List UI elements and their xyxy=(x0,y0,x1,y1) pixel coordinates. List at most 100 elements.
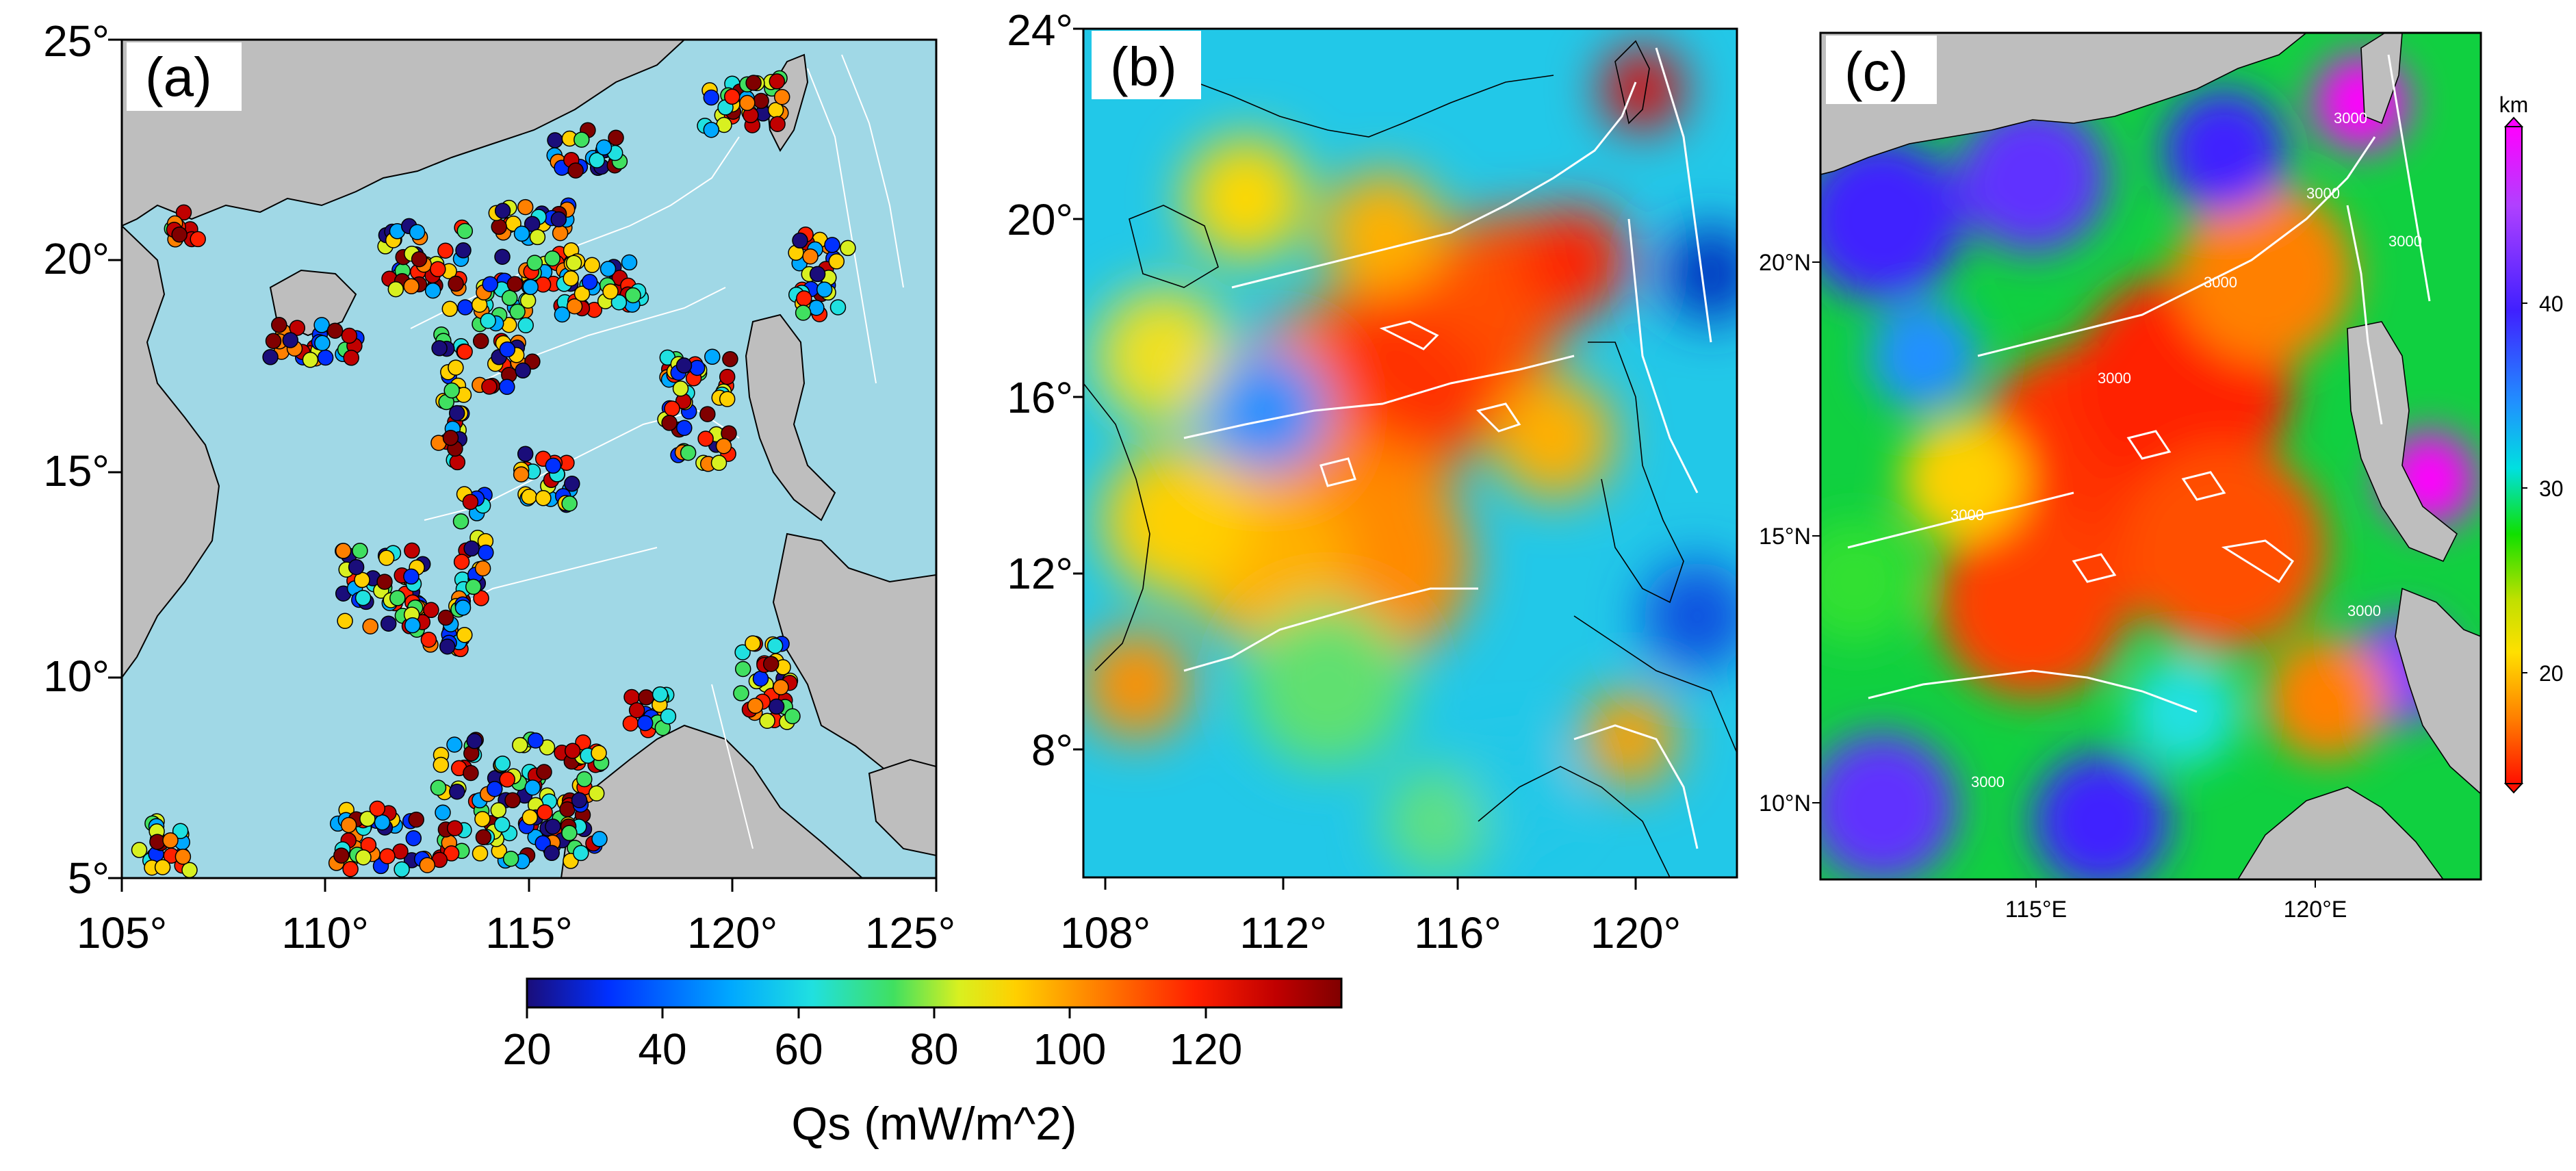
heat-flow-point xyxy=(625,287,641,304)
heat-flow-point xyxy=(437,609,454,626)
heat-flow-point xyxy=(455,242,472,259)
colorbar-underflow-arrow xyxy=(2503,783,2524,794)
heat-flow-point xyxy=(784,708,801,725)
qs-tick-label: 80 xyxy=(910,1025,958,1074)
heat-flow-point xyxy=(404,542,420,559)
heat-flow-point xyxy=(362,618,378,634)
heat-flow-point xyxy=(493,816,511,833)
panel-c-y-axis: 20°N 15°N 10°N xyxy=(1759,250,1811,816)
heat-flow-point xyxy=(675,357,693,374)
heat-flow-point xyxy=(317,349,334,366)
heat-flow-point xyxy=(190,231,206,248)
heat-flow-point xyxy=(554,306,571,323)
heat-flow-point xyxy=(335,543,352,559)
taiwan-island xyxy=(2360,33,2403,125)
heat-flow-point xyxy=(591,745,607,762)
heat-flow-point xyxy=(302,352,319,368)
qs-tick-label: 40 xyxy=(638,1025,686,1074)
x-tick-label: 110° xyxy=(281,908,369,957)
heat-flow-point xyxy=(621,254,638,271)
heat-flow-point xyxy=(171,226,188,243)
panel-c-label-bg xyxy=(1826,36,1937,104)
thickness-anomaly xyxy=(1820,732,1957,879)
heat-flow-point xyxy=(446,736,463,753)
heat-flow-point xyxy=(595,139,613,156)
panel-b: (b) 24° 20° 16° 12° 8° 108° 112° 116° 12… xyxy=(958,0,1745,986)
heat-flow-point xyxy=(446,820,463,836)
heat-flow-point xyxy=(561,825,578,841)
qs-tick-label: 100 xyxy=(1033,1025,1107,1074)
heat-flow-point xyxy=(337,613,353,630)
qs-tick-label: 120 xyxy=(1170,1025,1243,1074)
heat-flow-point xyxy=(389,590,406,606)
qs-colorbar-svg: 20 40 60 80 100 120 Qs (mW/m^2) xyxy=(502,977,1343,1150)
heat-flow-point xyxy=(430,261,446,278)
bathymetry-contours xyxy=(1847,54,2431,713)
heat-flow-point xyxy=(499,341,516,358)
heat-flow-point xyxy=(355,849,372,866)
heat-flow-point xyxy=(348,558,365,576)
heat-flow-point xyxy=(449,454,466,471)
panel-c-frame xyxy=(1819,31,2482,881)
heat-flow-point xyxy=(796,290,812,307)
heat-flow-point xyxy=(506,276,524,292)
heat-flow-point xyxy=(664,400,680,417)
heat-flow-point xyxy=(326,322,344,339)
heat-flow-point xyxy=(734,660,751,678)
heat-flow-point xyxy=(517,446,534,462)
heat-flow-point xyxy=(448,275,464,292)
heat-flow-point xyxy=(472,333,489,349)
heat-flow-anomaly xyxy=(1246,602,1410,767)
heat-flow-point xyxy=(494,203,511,219)
contour-label: 3000 xyxy=(2204,274,2237,291)
heat-flow-point xyxy=(773,679,789,695)
km-colorbar-ticks xyxy=(2522,303,2527,673)
heat-flow-point xyxy=(480,312,496,329)
heat-flow-point xyxy=(474,811,491,827)
heat-flow-point xyxy=(544,250,561,267)
heat-flow-point xyxy=(769,73,786,90)
heat-flow-point xyxy=(437,242,454,259)
heat-flow-point xyxy=(474,560,491,577)
heat-flow-point xyxy=(699,406,716,422)
y-tick-label: 16° xyxy=(1007,373,1073,422)
panel-b-y-axis: 24° 20° 16° 12° 8° xyxy=(1007,5,1073,775)
heat-flow-point xyxy=(513,225,530,242)
panel-b-label-bg xyxy=(1092,31,1201,99)
y-tick-label: 8° xyxy=(1031,725,1073,775)
philippine-islands xyxy=(2395,587,2481,795)
heat-flow-point xyxy=(343,350,359,366)
y-tick-label: 15° xyxy=(43,446,110,496)
heat-flow-point xyxy=(600,261,617,277)
heat-flow-points xyxy=(131,70,856,878)
heat-flow-point xyxy=(424,282,441,299)
thickness-anomaly xyxy=(2176,185,2354,363)
heat-flow-point xyxy=(522,279,539,296)
heat-flow-point xyxy=(747,697,764,715)
heat-flow-point xyxy=(430,780,447,796)
y-tick-label: 25° xyxy=(43,16,110,66)
heat-flow-point xyxy=(773,88,790,105)
heat-flow-point xyxy=(638,689,654,706)
km-unit-label: km xyxy=(2499,92,2529,117)
heat-flow-point xyxy=(768,698,785,715)
heat-flow-point xyxy=(282,332,299,348)
qs-colorbar xyxy=(526,977,1343,1009)
heat-flow-point xyxy=(719,368,736,385)
heat-flow-point xyxy=(536,764,552,780)
luzon-island xyxy=(745,313,836,522)
qs-colorbar-block: 20 40 60 80 100 120 Qs (mW/m^2) xyxy=(0,965,2576,1168)
indochina-landmass xyxy=(122,224,220,679)
km-colorbar xyxy=(2505,126,2523,784)
heat-flow-point xyxy=(490,802,507,819)
heat-flow-point xyxy=(175,849,192,865)
heat-flow-point xyxy=(502,850,519,867)
heat-flow-point xyxy=(547,132,563,149)
heat-flow-point xyxy=(816,281,833,298)
heat-flow-point xyxy=(563,270,579,287)
heat-flow-point xyxy=(527,732,544,749)
heat-flow-point xyxy=(463,764,479,782)
heat-flow-point xyxy=(313,317,330,333)
heat-flow-point xyxy=(466,733,482,749)
china-landmass xyxy=(1820,33,2308,175)
